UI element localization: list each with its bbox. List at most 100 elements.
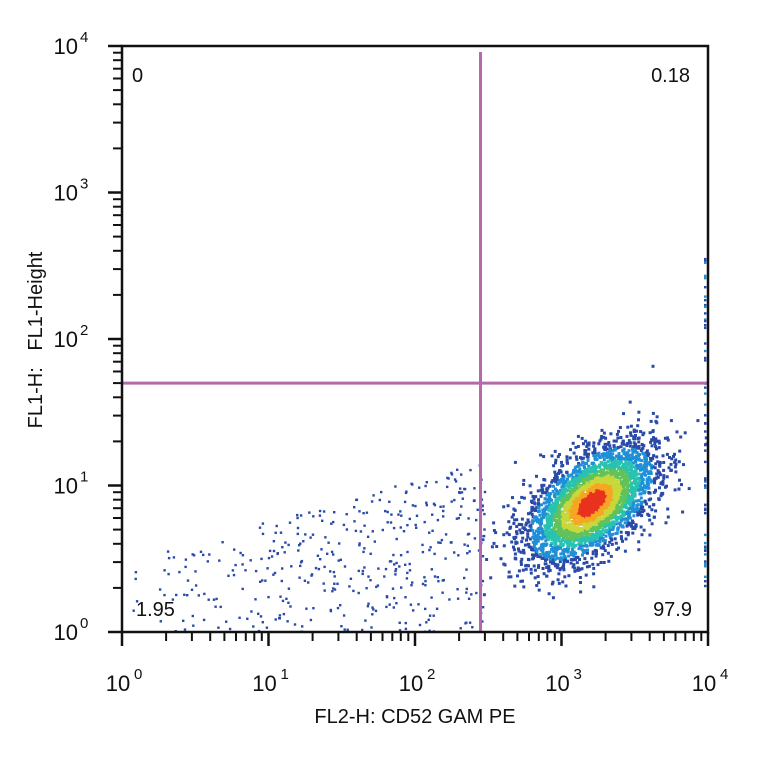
event-point <box>605 498 609 502</box>
event-point <box>446 485 449 489</box>
event-point <box>605 521 608 524</box>
event-point <box>589 476 593 480</box>
event-point <box>655 439 659 443</box>
event-point <box>481 606 485 609</box>
event-point <box>626 491 630 495</box>
event-point <box>386 510 389 514</box>
event-point <box>608 529 611 533</box>
event-point <box>572 532 576 536</box>
event-point <box>276 552 279 556</box>
event-point <box>611 532 615 536</box>
event-point <box>610 501 614 505</box>
event-point <box>627 453 631 457</box>
event-point <box>515 518 519 522</box>
event-point <box>529 545 533 549</box>
event-point <box>559 543 563 547</box>
event-point <box>528 537 532 541</box>
event-point <box>309 536 312 539</box>
event-point <box>558 478 562 482</box>
y-tick-label: 10 <box>54 474 78 499</box>
event-point <box>566 541 570 545</box>
event-point <box>428 548 431 552</box>
event-point <box>577 538 581 542</box>
event-point <box>564 528 568 532</box>
quadrant-gate[interactable] <box>122 52 708 632</box>
event-point <box>552 561 555 565</box>
event-point <box>575 505 579 509</box>
event-point <box>567 546 571 550</box>
event-point <box>533 547 537 551</box>
event-point <box>571 510 574 513</box>
event-point <box>529 524 533 528</box>
event-point <box>625 512 629 515</box>
event-point <box>626 425 630 429</box>
event-point <box>648 505 652 509</box>
event-point <box>593 533 597 537</box>
event-point <box>615 522 619 526</box>
event-point <box>558 567 562 571</box>
event-point <box>624 478 628 482</box>
event-point <box>662 474 666 478</box>
event-point <box>605 492 609 496</box>
event-point <box>592 566 596 570</box>
event-point <box>361 569 365 573</box>
event-point <box>644 486 648 490</box>
event-point <box>527 512 530 516</box>
event-point <box>578 479 582 483</box>
event-point <box>658 486 661 490</box>
event-point <box>598 536 602 540</box>
event-point <box>517 569 521 573</box>
event-point <box>594 536 598 540</box>
event-point <box>261 579 264 582</box>
event-point <box>400 514 403 517</box>
event-point <box>563 554 567 558</box>
event-point <box>562 478 566 482</box>
event-point <box>622 412 625 416</box>
event-point <box>622 447 626 451</box>
event-point <box>567 574 571 578</box>
event-point <box>287 587 291 590</box>
event-point <box>656 460 660 464</box>
event-point <box>600 487 604 491</box>
event-point <box>637 440 641 444</box>
event-point <box>537 565 540 569</box>
event-point <box>467 597 471 600</box>
event-point <box>635 508 639 512</box>
event-point <box>632 445 636 449</box>
event-point <box>481 509 484 512</box>
event-point <box>644 473 647 477</box>
event-point <box>630 487 634 491</box>
event-point <box>599 437 603 441</box>
event-point <box>605 454 609 458</box>
event-point <box>231 569 235 572</box>
event-point <box>526 532 530 536</box>
event-point <box>521 579 524 583</box>
event-point <box>627 501 630 505</box>
event-point <box>424 584 427 587</box>
event-point <box>611 475 615 479</box>
event-point <box>567 554 571 558</box>
event-point <box>621 456 625 460</box>
event-point <box>630 524 633 528</box>
event-point <box>513 552 517 556</box>
event-point <box>545 534 549 538</box>
event-point <box>623 549 627 553</box>
event-point <box>618 476 622 480</box>
event-point <box>290 565 293 568</box>
event-point <box>555 534 559 538</box>
event-point <box>591 466 595 470</box>
event-point <box>619 523 622 527</box>
event-point <box>444 533 448 536</box>
event-point <box>567 474 571 478</box>
event-point <box>608 482 611 486</box>
event-point <box>573 566 577 570</box>
event-point <box>593 463 597 467</box>
event-point <box>343 628 346 631</box>
event-point <box>583 486 587 489</box>
event-point <box>483 490 487 494</box>
event-point <box>634 459 638 463</box>
event-point <box>545 574 549 578</box>
event-point <box>468 550 471 553</box>
event-point <box>620 509 624 513</box>
event-point <box>512 507 516 511</box>
